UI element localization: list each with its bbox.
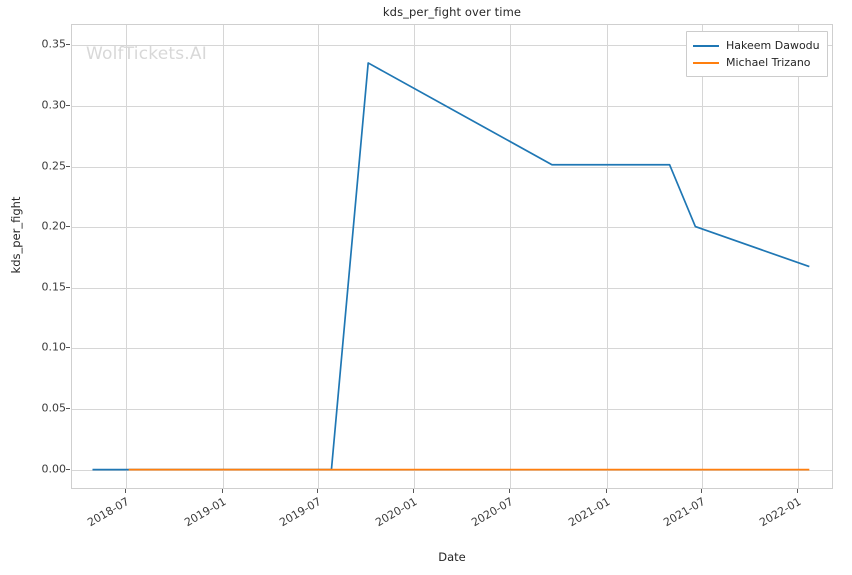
y-tick-mark: [66, 44, 70, 46]
gridline-horizontal: [72, 348, 832, 350]
x-axis-label: Date: [438, 550, 466, 564]
x-tick-mark: [221, 489, 223, 493]
series-lines: [92, 62, 810, 471]
y-tick-label: 0.35: [41, 37, 67, 51]
x-tick-label: 2019-07: [276, 495, 324, 530]
legend-line-swatch: [693, 44, 719, 47]
plot-inner: WolfTickets.AI: [72, 25, 832, 488]
gridline-horizontal: [72, 227, 832, 229]
chart-title: kds_per_fight over time: [382, 5, 522, 19]
gridline-vertical: [126, 25, 128, 488]
x-tick-mark: [413, 489, 415, 493]
y-tick-label: 0.00: [41, 462, 67, 476]
gridline-vertical: [798, 25, 800, 488]
gridline-vertical: [606, 25, 608, 488]
gridline-vertical: [222, 25, 224, 488]
gridline-vertical: [510, 25, 511, 488]
y-tick-label: 0.30: [41, 98, 67, 112]
legend-label: Michael Trizano: [726, 56, 811, 69]
plot-area: WolfTickets.AI: [71, 24, 833, 489]
x-tick-mark: [316, 489, 318, 493]
y-tick-mark: [66, 408, 70, 409]
y-tick-mark: [66, 286, 70, 288]
gridline-vertical: [317, 25, 319, 488]
series-line: [92, 62, 810, 471]
y-tick-mark: [66, 226, 70, 228]
legend-label: Hakeem Dawodu: [726, 39, 820, 52]
gridline-vertical: [701, 25, 703, 488]
gridline-horizontal: [72, 106, 832, 107]
x-tick-mark: [509, 489, 510, 493]
gridline-horizontal: [72, 287, 832, 289]
chart-legend: Hakeem Dawodu Michael Trizano: [686, 31, 828, 77]
watermark-label: WolfTickets.AI: [86, 44, 207, 64]
y-tick-mark: [66, 165, 70, 167]
legend-line-swatch: [693, 61, 719, 64]
x-tick-label: 2021-07: [660, 495, 708, 530]
gridline-horizontal: [72, 45, 832, 47]
x-tick-mark: [605, 489, 607, 493]
y-tick-mark: [66, 347, 70, 349]
gridline-horizontal: [72, 166, 832, 168]
x-tick-mark: [125, 489, 127, 493]
y-tick-label: 0.25: [41, 159, 67, 173]
legend-item[interactable]: Hakeem Dawodu: [693, 37, 820, 54]
x-tick-label: 2019-01: [181, 495, 229, 530]
x-tick-label: 2020-07: [469, 495, 516, 530]
y-tick-label: 0.20: [41, 219, 67, 233]
y-tick-label: 0.15: [41, 280, 67, 294]
x-tick-mark: [700, 489, 702, 493]
legend-item[interactable]: Michael Trizano: [693, 54, 820, 71]
y-axis-ticks: 0.00 0.05 0.10 0.15 0.20 0.25 0.30 0.35: [0, 24, 70, 489]
gridline-vertical: [414, 25, 416, 488]
y-tick-mark: [66, 105, 70, 106]
y-tick-label: 0.10: [41, 340, 67, 354]
x-tick-mark: [797, 489, 799, 493]
x-tick-label: 2018-07: [85, 495, 132, 530]
x-tick-label: 2021-01: [565, 495, 613, 530]
gridline-horizontal: [72, 409, 832, 410]
y-tick-mark: [66, 468, 70, 470]
x-tick-label: 2022-01: [757, 495, 804, 530]
x-tick-label: 2020-01: [373, 495, 420, 530]
y-tick-label: 0.05: [41, 401, 67, 415]
x-axis-ticks: 2018-07 2019-01 2019-07 2020-01 2020-07 2021-…: [71, 489, 833, 549]
